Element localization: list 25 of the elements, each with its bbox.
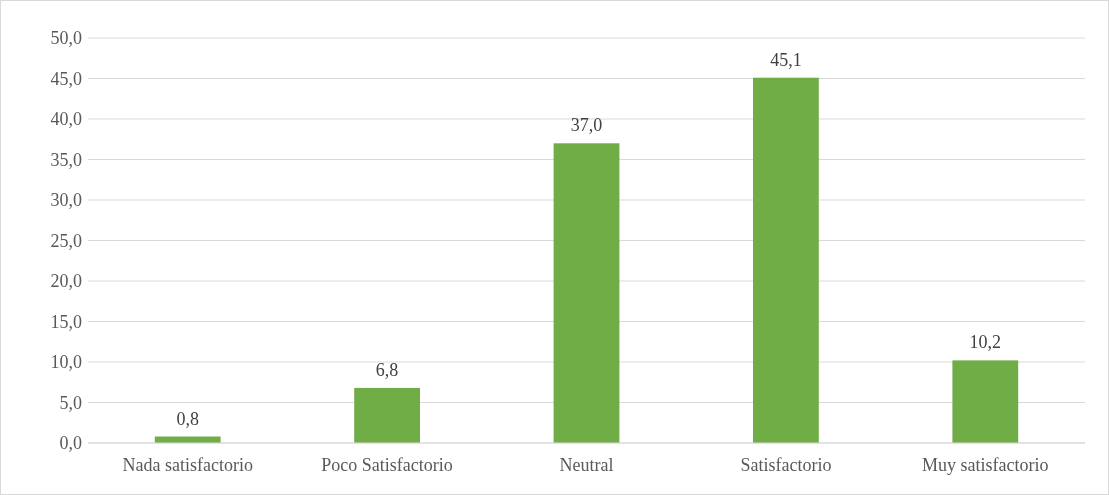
y-tick-label: 45,0 [50, 68, 82, 89]
data-label: 37,0 [570, 115, 603, 136]
y-tick-label: 15,0 [50, 311, 82, 332]
y-tick-label: 35,0 [50, 149, 82, 170]
x-tick-label: Poco Satisfactorio [321, 455, 453, 475]
x-tick-label: Satisfactorio [740, 455, 832, 475]
y-tick-label: 25,0 [50, 230, 82, 251]
x-tick-label: Neutral [559, 455, 614, 475]
data-label: 45,1 [770, 49, 802, 70]
x-tick-label: Nada satisfactorio [122, 455, 253, 475]
y-tick-label: 30,0 [50, 190, 82, 211]
x-tick-label: Muy satisfactorio [922, 455, 1049, 475]
y-tick-label: 10,0 [50, 352, 82, 373]
bar [753, 77, 819, 443]
bar [952, 360, 1019, 443]
data-label: 0,8 [176, 408, 199, 429]
y-tick-label: 5,0 [59, 392, 82, 413]
data-label: 6,8 [375, 359, 399, 380]
y-tick-label: 40,0 [50, 109, 82, 130]
data-label: 10,2 [969, 332, 1002, 353]
y-tick-label: 50,0 [50, 28, 82, 49]
y-tick-label: 0,0 [59, 433, 82, 454]
bar [553, 143, 620, 443]
bar [354, 387, 420, 443]
y-tick-label: 20,0 [50, 271, 82, 292]
